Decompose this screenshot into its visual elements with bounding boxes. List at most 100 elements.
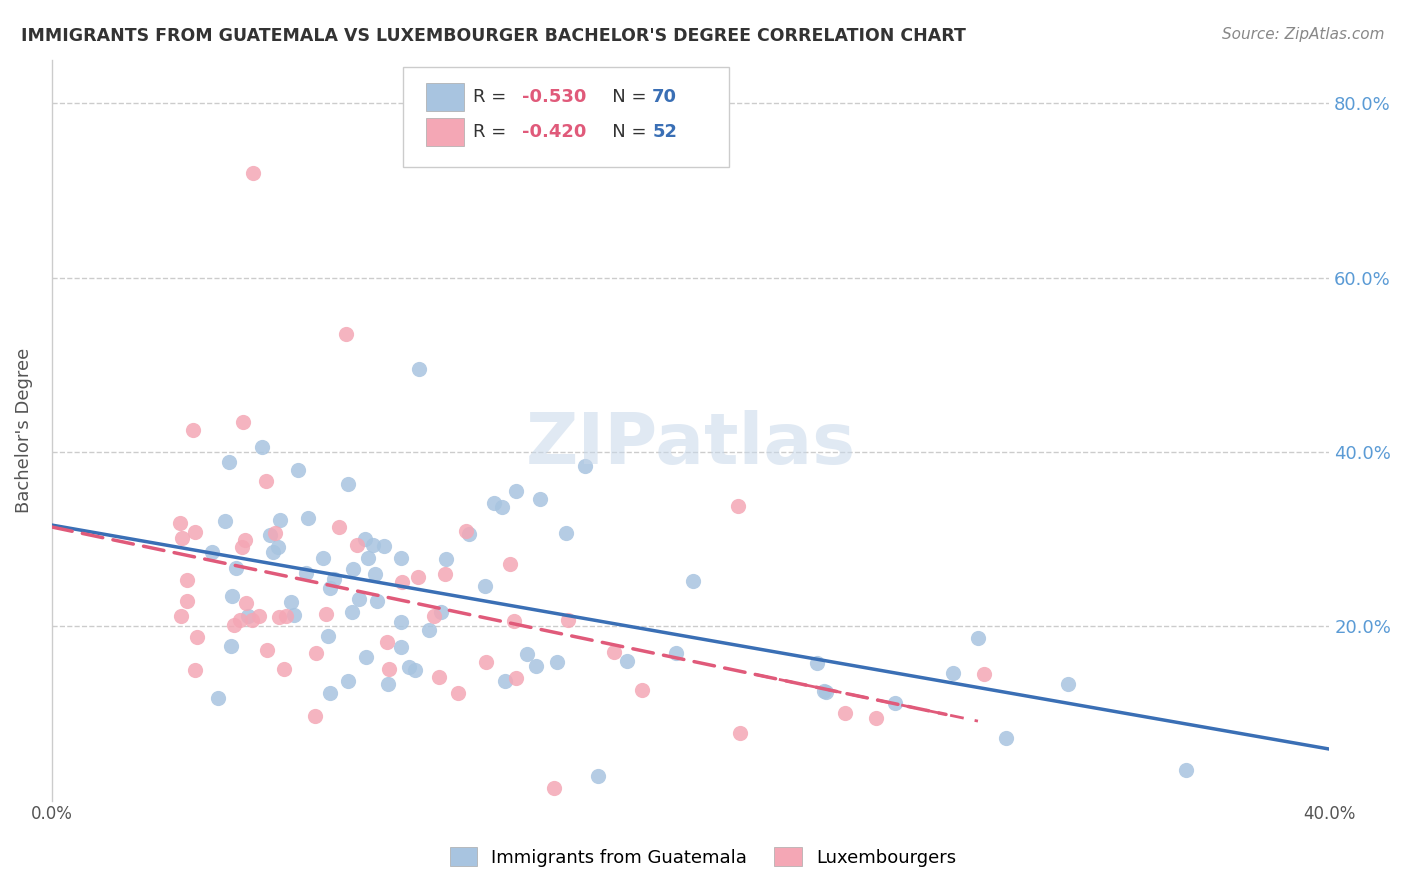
- Text: -0.420: -0.420: [522, 123, 586, 141]
- Point: [398, 659, 420, 673]
- Text: -0.530: -0.530: [522, 88, 586, 106]
- Point: [502, 614, 524, 628]
- Point: [373, 540, 395, 554]
- Point: [186, 630, 208, 644]
- Point: [603, 645, 626, 659]
- Point: [389, 615, 412, 629]
- Point: [219, 640, 242, 654]
- Point: [524, 659, 547, 673]
- Point: [884, 696, 907, 710]
- Point: [276, 609, 298, 624]
- Point: [323, 573, 346, 587]
- Point: [665, 647, 688, 661]
- Point: [574, 458, 596, 473]
- Point: [316, 629, 339, 643]
- Point: [218, 455, 240, 469]
- Point: [176, 573, 198, 587]
- Point: [225, 561, 247, 575]
- Point: [295, 566, 318, 580]
- Text: Source: ZipAtlas.com: Source: ZipAtlas.com: [1222, 27, 1385, 42]
- Legend: Immigrants from Guatemala, Luxembourgers: Immigrants from Guatemala, Luxembourgers: [443, 840, 963, 874]
- Point: [242, 166, 264, 180]
- Point: [555, 526, 578, 541]
- Point: [354, 650, 377, 665]
- Text: IMMIGRANTS FROM GUATEMALA VS LUXEMBOURGER BACHELOR'S DEGREE CORRELATION CHART: IMMIGRANTS FROM GUATEMALA VS LUXEMBOURGE…: [21, 27, 966, 45]
- Point: [682, 574, 704, 588]
- Text: ZIPatlas: ZIPatlas: [526, 410, 856, 479]
- Point: [529, 491, 551, 506]
- Text: 70: 70: [652, 88, 678, 106]
- Point: [232, 415, 254, 429]
- Point: [170, 608, 193, 623]
- Point: [616, 654, 638, 668]
- Text: R =: R =: [474, 123, 512, 141]
- Point: [214, 514, 236, 528]
- Point: [254, 474, 277, 488]
- Text: R =: R =: [474, 88, 512, 106]
- Point: [233, 533, 256, 548]
- Point: [454, 524, 477, 538]
- Point: [184, 663, 207, 677]
- Point: [183, 524, 205, 539]
- Point: [834, 706, 856, 721]
- Point: [434, 567, 457, 582]
- Point: [224, 618, 246, 632]
- Point: [482, 496, 505, 510]
- Point: [283, 608, 305, 623]
- Y-axis label: Bachelor's Degree: Bachelor's Degree: [15, 348, 32, 513]
- Point: [287, 463, 309, 477]
- Point: [408, 362, 430, 376]
- Point: [418, 623, 440, 637]
- Point: [586, 769, 609, 783]
- Point: [1175, 763, 1198, 777]
- Point: [447, 686, 470, 700]
- Point: [491, 500, 513, 514]
- Point: [1056, 677, 1078, 691]
- Point: [361, 538, 384, 552]
- Point: [235, 596, 257, 610]
- Point: [264, 526, 287, 541]
- Point: [543, 780, 565, 795]
- Point: [814, 685, 837, 699]
- Point: [240, 614, 263, 628]
- Point: [221, 589, 243, 603]
- Point: [256, 642, 278, 657]
- Point: [304, 708, 326, 723]
- Point: [229, 613, 252, 627]
- Point: [806, 656, 828, 670]
- Point: [312, 550, 335, 565]
- Point: [377, 677, 399, 691]
- Point: [181, 423, 204, 437]
- Point: [280, 595, 302, 609]
- Point: [170, 532, 193, 546]
- FancyBboxPatch shape: [426, 83, 464, 112]
- Point: [305, 647, 328, 661]
- Point: [727, 499, 749, 513]
- FancyBboxPatch shape: [426, 118, 464, 146]
- Point: [728, 726, 751, 740]
- Point: [267, 609, 290, 624]
- Point: [408, 570, 430, 584]
- Point: [546, 655, 568, 669]
- Point: [231, 541, 253, 555]
- Point: [427, 670, 450, 684]
- Point: [315, 607, 337, 622]
- Point: [389, 640, 412, 655]
- Point: [942, 665, 965, 680]
- Point: [865, 711, 887, 725]
- Point: [354, 532, 377, 546]
- Point: [336, 477, 359, 491]
- Point: [176, 593, 198, 607]
- Point: [389, 550, 412, 565]
- Point: [430, 605, 453, 619]
- Point: [335, 327, 357, 342]
- Point: [318, 686, 340, 700]
- Point: [340, 605, 363, 619]
- Point: [357, 550, 380, 565]
- Point: [169, 516, 191, 531]
- Point: [505, 484, 527, 499]
- Point: [346, 538, 368, 552]
- Point: [375, 635, 398, 649]
- Text: 52: 52: [652, 123, 678, 141]
- Point: [995, 731, 1018, 745]
